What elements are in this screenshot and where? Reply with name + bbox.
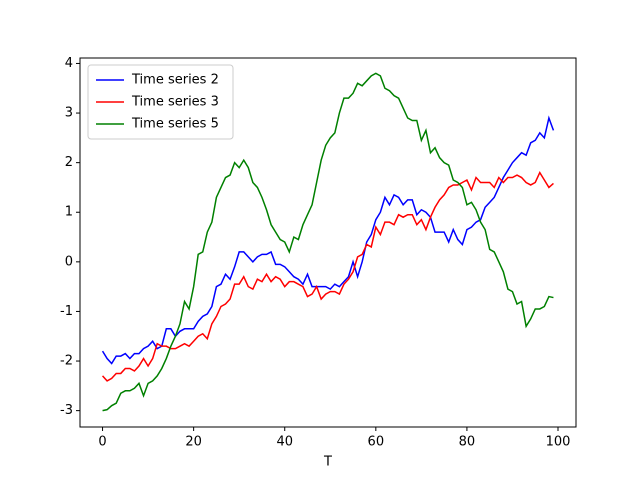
y-tick-label: -3 <box>60 403 73 418</box>
legend-label: Time series 3 <box>131 95 219 110</box>
y-tick-label: 1 <box>65 205 73 220</box>
x-tick-label: 80 <box>459 435 476 450</box>
legend-label: Time series 2 <box>131 73 219 88</box>
series-line <box>101 115 555 365</box>
y-tick-label: 4 <box>65 56 73 71</box>
y-tick-label: -2 <box>60 354 73 369</box>
x-axis-label: T <box>323 455 332 470</box>
legend-label: Time series 5 <box>131 117 219 132</box>
x-tick-label: 20 <box>185 435 202 450</box>
x-tick-label: 0 <box>98 435 106 450</box>
x-tick-label: 60 <box>368 435 385 450</box>
y-tick-label: 0 <box>65 254 73 269</box>
legend-box <box>87 64 234 140</box>
y-tick-label: 2 <box>65 155 73 170</box>
series-line <box>101 170 554 382</box>
series-line <box>102 72 554 412</box>
x-tick-label: 100 <box>546 435 571 450</box>
x-tick-label: 40 <box>276 435 293 450</box>
y-tick-label: 3 <box>65 106 73 121</box>
plot-frame <box>79 57 577 428</box>
y-tick-label: -1 <box>60 304 73 319</box>
